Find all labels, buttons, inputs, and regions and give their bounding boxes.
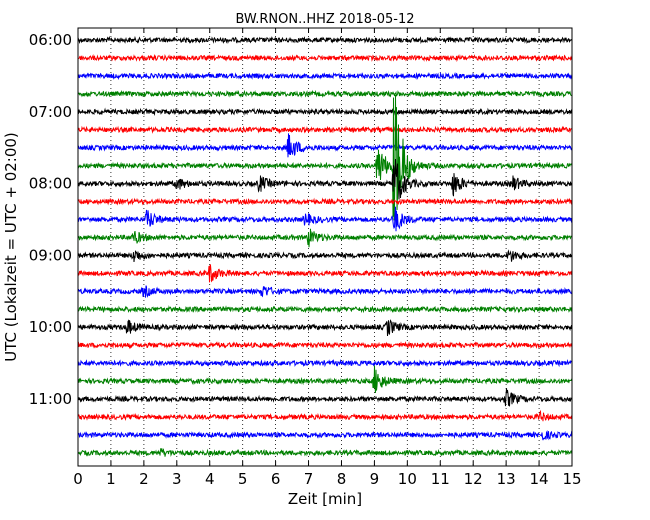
- trace-1145: [77, 447, 573, 458]
- x-axis-label: Zeit [min]: [288, 490, 362, 508]
- trace-0800: [77, 158, 573, 200]
- trace-0630: [77, 71, 573, 81]
- trace-0945: [78, 305, 573, 314]
- trace-0730: [77, 133, 573, 158]
- trace-0700: [77, 107, 573, 117]
- x-tick-label: 4: [205, 470, 215, 488]
- chart-title: BW.RNON..HHZ 2018-05-12: [235, 12, 414, 27]
- x-tick-label: 8: [337, 470, 347, 488]
- x-tick-label: 11: [431, 470, 450, 488]
- trace-1115: [77, 409, 573, 422]
- y-tick-label: 10:00: [29, 318, 72, 336]
- y-tick-label: 07:00: [29, 103, 72, 121]
- trace-group: [77, 35, 573, 458]
- trace-0745: [77, 94, 573, 221]
- x-tick-label: 2: [139, 470, 149, 488]
- x-tick-label: 3: [172, 470, 182, 488]
- x-tick-label: 10: [398, 470, 417, 488]
- x-tick-label: 14: [530, 470, 549, 488]
- y-tick-label: 08:00: [29, 175, 72, 193]
- trace-1045: [77, 365, 573, 393]
- trace-1130: [77, 430, 573, 441]
- trace-0645: [77, 89, 573, 98]
- x-tick-label: 7: [304, 470, 314, 488]
- trace-1000: [77, 319, 573, 337]
- x-tick-label: 9: [370, 470, 380, 488]
- trace-0715: [77, 125, 573, 134]
- x-tick-label: 1: [106, 470, 116, 488]
- y-tick-label: 06:00: [29, 31, 72, 49]
- y-tick-label: 11:00: [29, 390, 72, 408]
- plot-frame: [77, 27, 573, 467]
- y-axis-label: UTC (Lokalzeit = UTC + 02:00): [2, 132, 20, 362]
- trace-1100: [77, 388, 573, 407]
- x-tick-label: 12: [464, 470, 483, 488]
- x-tick-label: 13: [497, 470, 516, 488]
- trace-0600: [77, 35, 573, 45]
- trace-0830: [77, 206, 573, 232]
- x-tick-label: 15: [562, 470, 581, 488]
- x-tick-label: 6: [271, 470, 281, 488]
- trace-1030: [77, 358, 573, 368]
- tick-group: 0 1 2 3 4 5 6 7 8 9 10 11 12 13 14 1506:0007:0008:0009:…: [29, 28, 582, 488]
- x-tick-label: 5: [238, 470, 248, 488]
- x-tick-label: 0: [73, 470, 83, 488]
- trace-0930: [77, 285, 573, 298]
- trace-0900: [77, 249, 573, 263]
- y-tick-label: 09:00: [29, 246, 72, 264]
- trace-0915: [77, 263, 573, 283]
- trace-0845: [77, 228, 573, 248]
- trace-0815: [77, 197, 573, 206]
- trace-1015: [77, 341, 573, 350]
- trace-0615: [77, 53, 573, 63]
